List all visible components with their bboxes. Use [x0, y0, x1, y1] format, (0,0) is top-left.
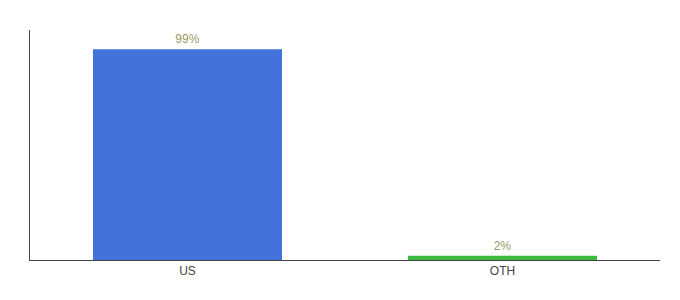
svg-text:OTH: OTH: [490, 264, 515, 278]
svg-text:US: US: [179, 264, 196, 278]
svg-text:2%: 2%: [494, 239, 512, 253]
svg-text:99%: 99%: [175, 32, 199, 46]
